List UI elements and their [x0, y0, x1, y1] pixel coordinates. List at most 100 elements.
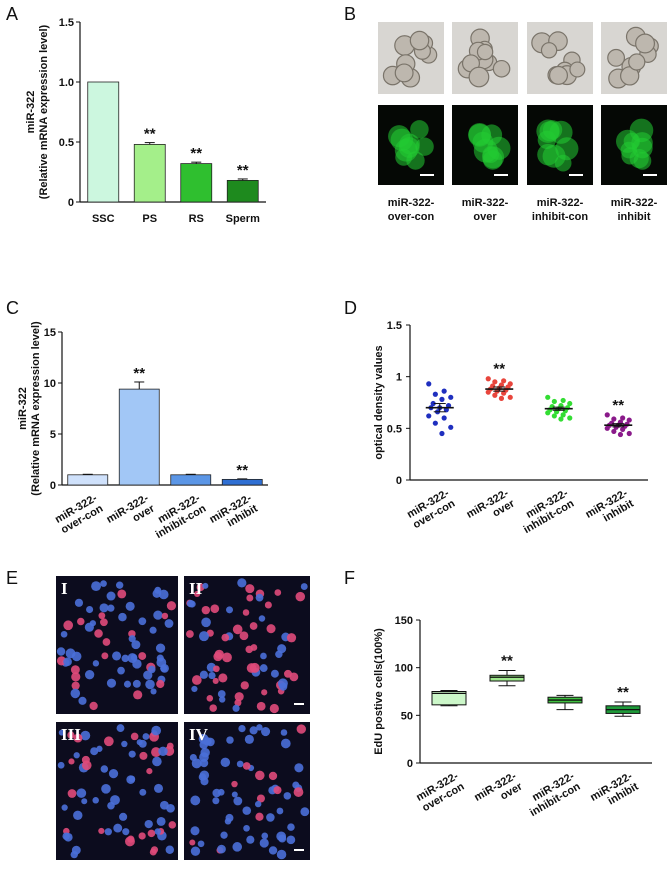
cell-outline	[549, 65, 569, 85]
cell-outline	[476, 43, 494, 61]
y-tick-label: 0	[407, 758, 413, 770]
edu-positive-nucleus	[209, 704, 217, 712]
hoechst-nucleus	[158, 746, 168, 756]
category-label: miR-322-inhibit-con	[516, 487, 577, 536]
category-label: miR-322-over	[472, 770, 525, 814]
edu-positive-nucleus	[295, 591, 306, 602]
edu-positive-nucleus	[213, 652, 223, 662]
data-point	[611, 416, 617, 422]
hoechst-nucleus	[117, 666, 125, 675]
hoechst-nucleus	[220, 831, 228, 839]
y-axis-title-line: miR-322	[25, 91, 37, 134]
data-point	[567, 400, 573, 407]
edu-positive-nucleus	[71, 681, 80, 690]
data-point	[620, 426, 626, 432]
edu-positive-nucleus	[139, 751, 148, 760]
category-label: miR-322-over-con	[414, 770, 467, 814]
edu-positive-nucleus	[256, 701, 266, 711]
edu-positive-nucleus	[186, 630, 194, 638]
hoechst-nucleus	[159, 800, 169, 810]
hoechst-nucleus	[61, 804, 68, 811]
hoechst-nucleus	[110, 795, 120, 806]
hoechst-nucleus	[260, 652, 267, 660]
hoechst-nucleus	[300, 807, 310, 817]
edu-positive-nucleus	[138, 832, 146, 840]
category-label: miR-322-inhibit-con	[522, 770, 583, 819]
hoechst-nucleus	[164, 619, 174, 628]
hoechst-nucleus	[139, 788, 147, 796]
category-label: miR-322-inhibit	[584, 487, 637, 531]
category-label: miR-322-over	[105, 492, 158, 536]
edu-positive-nucleus	[264, 601, 272, 609]
hoechst-nucleus	[132, 679, 141, 688]
fluorescent-cell	[554, 154, 572, 172]
data-point	[432, 391, 438, 397]
hoechst-nucleus	[104, 828, 112, 836]
edu-positive-nucleus	[249, 622, 258, 630]
micrograph-caption-line: over-con	[388, 211, 435, 223]
hoechst-nucleus	[246, 835, 255, 844]
hoechst-nucleus	[154, 828, 161, 835]
hoechst-nucleus	[199, 670, 209, 679]
edu-positive-nucleus	[127, 835, 135, 843]
micrograph-caption-line: miR-322-	[388, 197, 435, 209]
y-tick-label: 0.5	[387, 423, 402, 435]
data-point	[439, 430, 445, 437]
hoechst-nucleus	[144, 819, 153, 829]
panel-label-f: F	[344, 568, 355, 588]
hoechst-nucleus	[81, 798, 88, 805]
hoechst-nucleus	[276, 849, 287, 860]
y-axis-title: optical density values	[373, 345, 385, 459]
panel-b-micrographs: miR-322- over-con miR-322- over miR-322- inhi…	[378, 22, 667, 223]
fluorescent-cell	[410, 120, 429, 139]
hoechst-nucleus	[158, 589, 169, 600]
y-axis-title: EdU postive cells(100%)	[373, 628, 385, 755]
hoechst-nucleus	[121, 740, 128, 748]
fluorescent-cell	[536, 119, 560, 143]
hoechst-nucleus	[261, 832, 269, 840]
chart-a-expression-by-cell-type: 0 0.5 1.0 1.5 miR-322(Relative mRNA expressi…	[25, 17, 266, 225]
edu-positive-nucleus	[147, 829, 156, 838]
hoechst-nucleus	[74, 598, 84, 607]
data-point	[501, 390, 507, 396]
hoechst-nucleus	[122, 828, 130, 836]
hoechst-nucleus	[153, 610, 163, 620]
edu-positive-nucleus	[146, 768, 153, 775]
hoechst-nucleus	[56, 647, 66, 656]
edu-positive-nucleus	[103, 736, 114, 747]
hoechst-nucleus	[186, 599, 195, 608]
hoechst-nucleus	[153, 783, 164, 793]
edu-positive-nucleus	[222, 652, 232, 663]
data-point	[604, 412, 610, 418]
hoechst-nucleus	[243, 824, 250, 832]
image-roman-label: III	[61, 725, 81, 744]
y-tick-label: 150	[395, 615, 413, 627]
y-tick-label: 10	[44, 378, 56, 390]
hoechst-nucleus	[63, 657, 72, 667]
fluorescent-cell	[415, 137, 434, 156]
significance-marker: **	[493, 361, 505, 378]
edu-positive-nucleus	[151, 747, 161, 758]
edu-positive-nucleus	[213, 665, 220, 673]
edu-positive-nucleus	[161, 612, 169, 620]
edu-positive-nucleus	[255, 812, 264, 821]
category-label: miR-322-over-con	[53, 492, 106, 536]
hoechst-nucleus	[208, 671, 216, 680]
hoechst-nucleus	[99, 603, 109, 613]
hoechst-nucleus	[261, 726, 271, 737]
significance-marker: **	[617, 684, 629, 701]
data-point	[545, 410, 551, 416]
significance-marker: **	[236, 462, 248, 479]
hoechst-nucleus	[138, 617, 147, 626]
hoechst-nucleus	[279, 682, 288, 691]
y-axis-title: miR-322(Relative mRNA expression level)	[25, 24, 50, 199]
chart-d-optical-density: 0 0.5 1 1.5 optical density values ** ** miR-32…	[373, 320, 648, 536]
hoechst-nucleus	[90, 747, 99, 756]
bar	[133, 143, 166, 203]
hoechst-nucleus	[266, 813, 275, 822]
hoechst-nucleus	[101, 784, 111, 794]
hoechst-nucleus	[276, 807, 284, 815]
edu-positive-nucleus	[68, 758, 75, 765]
hoechst-nucleus	[191, 758, 202, 769]
